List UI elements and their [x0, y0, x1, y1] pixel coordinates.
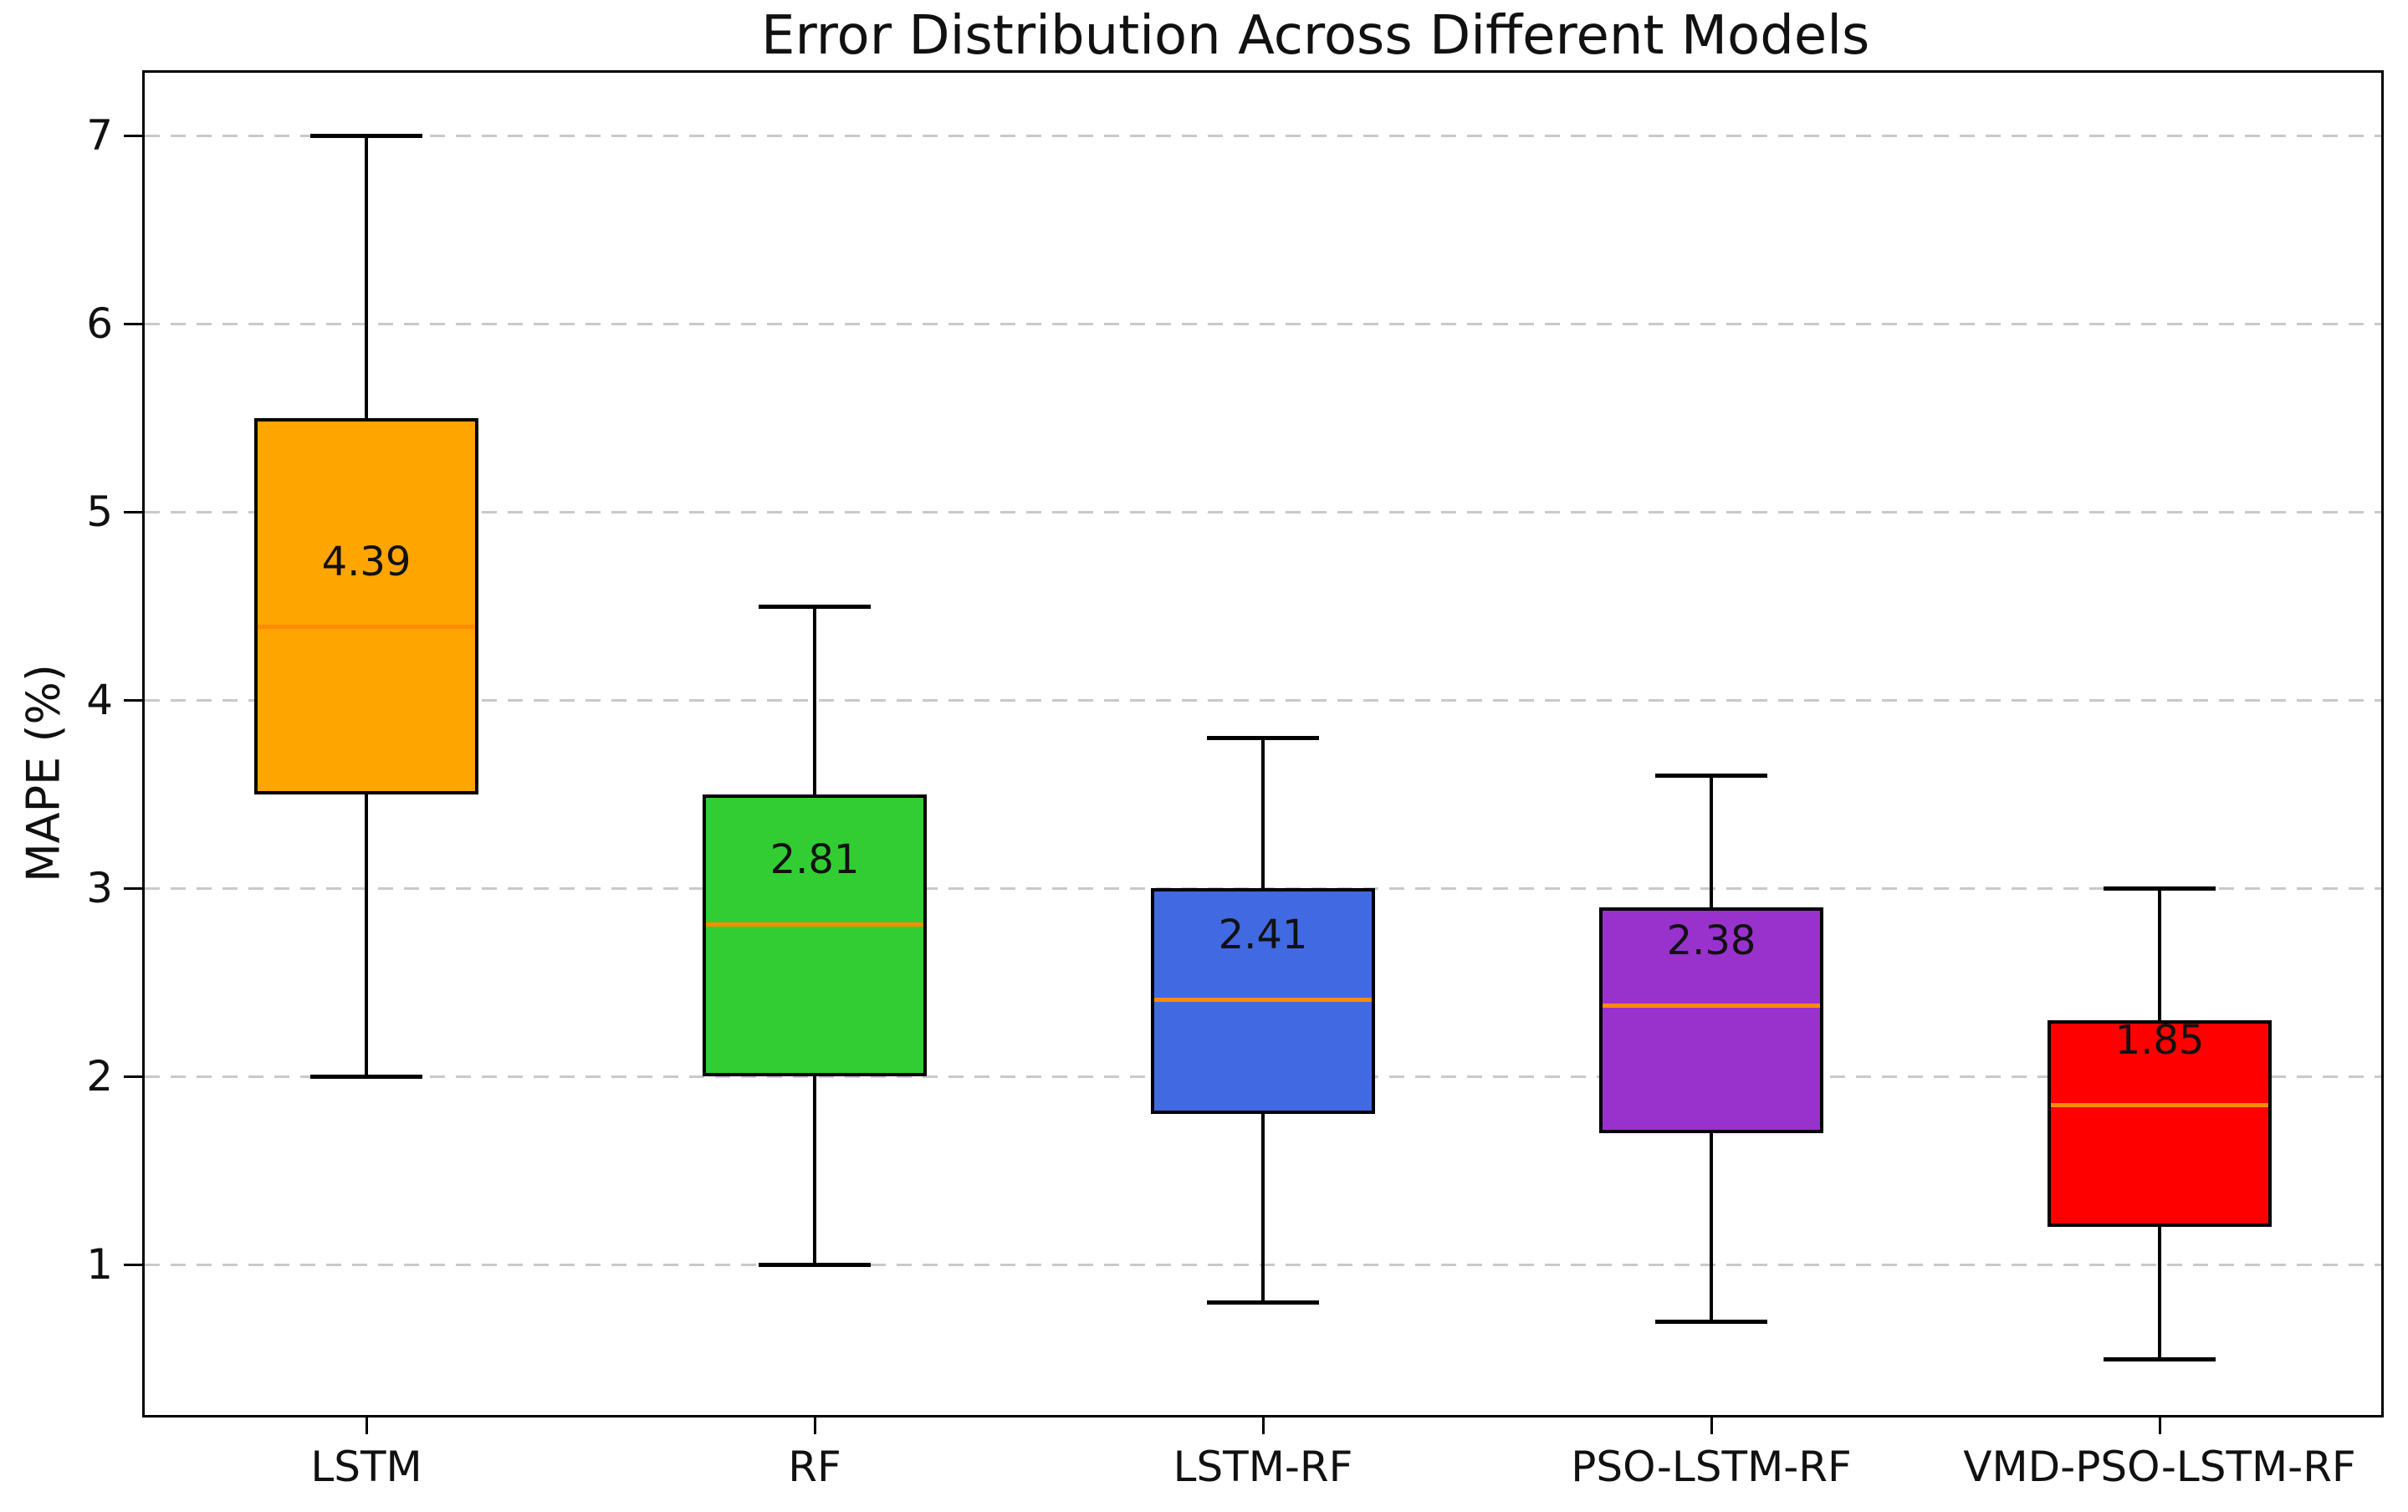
x-tick-mark — [1710, 1418, 1713, 1434]
box-rect — [254, 417, 478, 794]
median-value-label: 1.85 — [2114, 1016, 2205, 1064]
x-tick-mark — [366, 1418, 368, 1434]
median-value-label: 4.39 — [321, 539, 412, 586]
whisker-lower — [2158, 1227, 2161, 1359]
whisker-cap-top — [759, 604, 871, 609]
chart-title: Error Distribution Across Different Mode… — [761, 5, 1870, 67]
x-tick-label: RF — [788, 1443, 841, 1491]
whisker-cap-bottom — [2104, 1356, 2216, 1361]
median-line — [2051, 1102, 2268, 1107]
whisker-upper — [2158, 888, 2161, 1020]
whisker-lower — [1261, 1114, 1265, 1302]
median-value-label: 2.38 — [1666, 917, 1756, 964]
median-line — [1603, 1003, 1820, 1008]
y-gridline — [145, 511, 2381, 513]
whisker-lower — [1710, 1132, 1713, 1321]
box-rect — [1599, 907, 1823, 1133]
y-tick-mark — [124, 887, 142, 890]
whisker-cap-top — [1207, 736, 1319, 740]
y-gridline — [145, 323, 2381, 325]
y-tick-mark — [124, 511, 142, 513]
y-tick-label: 1 — [86, 1240, 113, 1289]
box-rect — [2048, 1019, 2272, 1227]
x-tick-label: VMD-PSO-LSTM-RF — [1963, 1443, 2356, 1491]
whisker-upper — [1710, 775, 1713, 907]
y-tick-mark — [124, 1075, 142, 1078]
x-tick-label: PSO-LSTM-RF — [1571, 1443, 1852, 1491]
x-tick-mark — [2159, 1418, 2161, 1434]
y-tick-label: 2 — [86, 1052, 113, 1101]
y-tick-label: 5 — [86, 488, 113, 536]
y-tick-label: 6 — [86, 299, 113, 348]
y-gridline — [145, 699, 2381, 702]
whisker-cap-top — [1655, 774, 1767, 778]
y-tick-mark — [124, 323, 142, 325]
x-tick-mark — [814, 1418, 816, 1434]
x-tick-mark — [1262, 1418, 1265, 1434]
x-tick-label: LSTM — [310, 1443, 422, 1491]
x-tick-label: LSTM-RF — [1173, 1443, 1353, 1491]
whisker-cap-bottom — [1207, 1300, 1319, 1305]
whisker-lower — [813, 1076, 816, 1264]
median-value-label: 2.81 — [769, 835, 860, 883]
y-tick-mark — [124, 1264, 142, 1266]
y-gridline — [145, 135, 2381, 137]
median-line — [1154, 997, 1372, 1002]
median-line — [258, 625, 475, 630]
plot-spines — [142, 70, 2384, 1418]
y-tick-mark — [124, 135, 142, 137]
whisker-upper — [365, 135, 368, 418]
y-tick-mark — [124, 699, 142, 702]
whisker-cap-bottom — [310, 1075, 422, 1079]
whisker-upper — [1261, 738, 1265, 888]
whisker-cap-top — [310, 134, 422, 138]
whisker-upper — [813, 605, 816, 794]
y-tick-label: 3 — [86, 864, 113, 912]
median-value-label: 2.41 — [1218, 911, 1308, 958]
y-tick-label: 7 — [86, 111, 113, 160]
median-line — [706, 922, 923, 927]
whisker-cap-bottom — [1655, 1319, 1767, 1324]
whisker-lower — [365, 794, 368, 1076]
whisker-cap-bottom — [759, 1263, 871, 1267]
whisker-cap-top — [2104, 886, 2216, 891]
y-tick-label: 4 — [86, 676, 113, 724]
box-rect — [703, 794, 927, 1076]
